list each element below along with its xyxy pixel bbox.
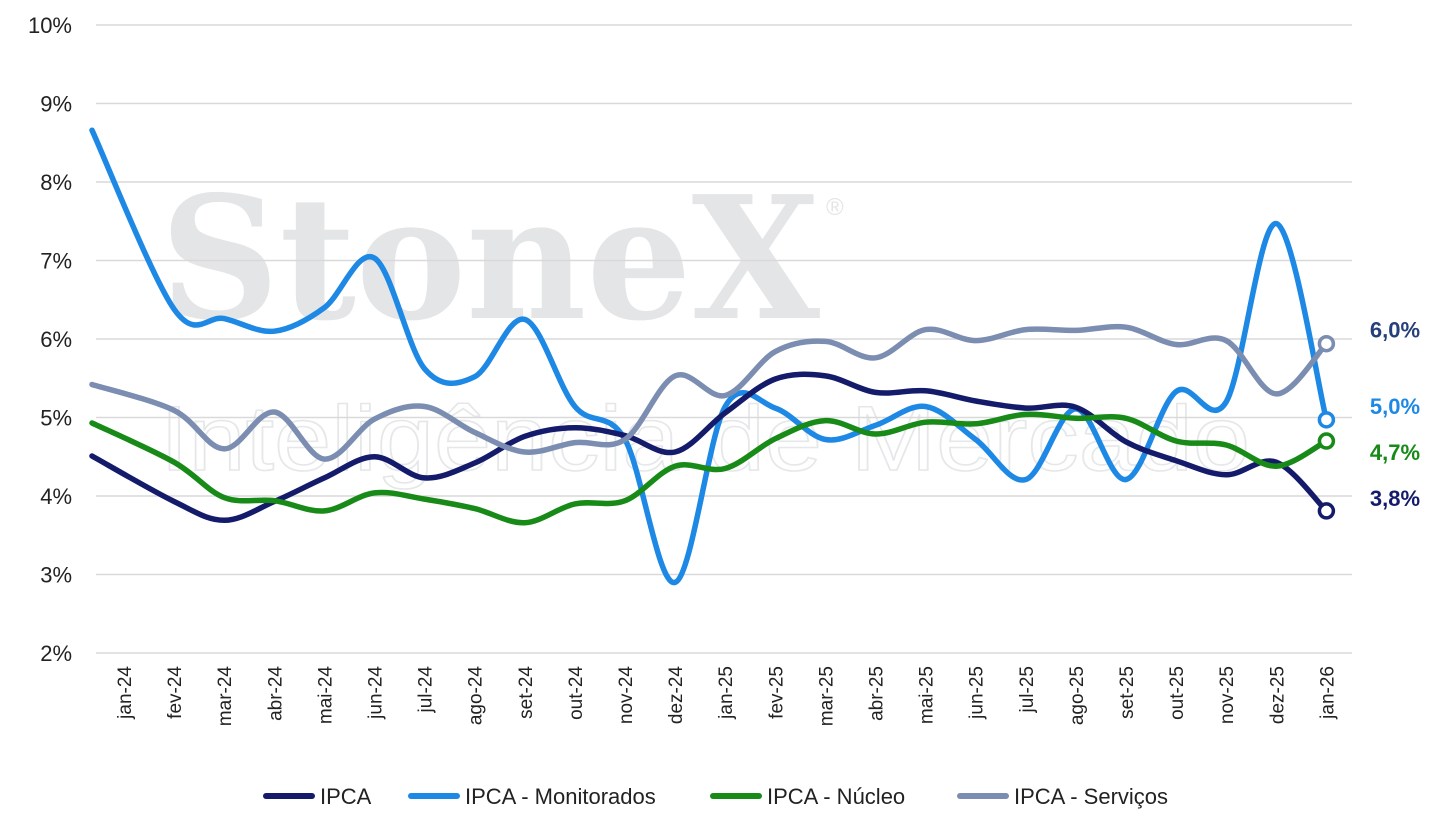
x-tick-label: fev-24 (165, 666, 186, 719)
legend: IPCA IPCA - Monitorados IPCA - Núcleo IPCA … (263, 784, 1168, 809)
legend-label: IPCA - Serviços (1014, 784, 1168, 809)
x-tick-label: set-25 (1117, 666, 1138, 719)
x-tick-label: jul-24 (416, 666, 437, 714)
series-lines (89, 127, 1336, 586)
y-tick-label: 4% (40, 484, 72, 509)
y-tick-label: 6% (40, 327, 72, 352)
x-tick-label: jan-24 (115, 666, 136, 720)
x-tick-label: jan-26 (1317, 666, 1338, 720)
grid (96, 24, 1352, 654)
y-tick-label: 5% (40, 406, 72, 431)
x-tick-label: jun-24 (366, 666, 387, 720)
x-tick-label: ago-24 (466, 666, 487, 726)
watermark-brand: StoneX (160, 159, 820, 359)
series-line-0 (89, 371, 1330, 524)
x-tick-label: fev-25 (766, 666, 787, 719)
series-end-marker-2 (1317, 432, 1336, 450)
end-labels: 6,0% 5,0% 4,7% 3,8% (1370, 318, 1420, 511)
y-tick-label: 3% (40, 563, 72, 588)
x-tick-label: mai-25 (917, 666, 938, 724)
series-line-3 (89, 323, 1330, 462)
watermark-registered-mark: ® (826, 194, 844, 221)
series-end-marker-3 (1317, 334, 1336, 353)
x-tick-label: dez-24 (666, 666, 687, 725)
legend-label: IPCA (320, 784, 372, 809)
x-tick-label: out-25 (1167, 666, 1188, 720)
y-tick-label: 10% (28, 13, 72, 38)
y-tick-label: 7% (40, 249, 72, 274)
y-tick-label: 9% (40, 92, 72, 117)
y-axis: 2% 3% 4% 5% 6% 7% 8% 9% 10% (28, 13, 72, 666)
x-tick-label: nov-24 (616, 666, 637, 725)
x-tick-label: mar-25 (816, 666, 837, 726)
x-tick-label: nov-25 (1217, 666, 1238, 724)
x-tick-label: jan-25 (716, 666, 737, 720)
watermark: StoneX ® Inteligência de Mercado (159, 159, 1251, 491)
series-end-marker-1 (1317, 411, 1336, 429)
series-end-label: 4,7% (1370, 440, 1420, 465)
x-tick-label: mai-24 (315, 666, 336, 725)
series-end-marker-0 (1317, 502, 1336, 520)
x-tick-label: jun-25 (967, 666, 988, 720)
x-axis: jan-24 fev-24 mar-24 abr-24 mai-24 jun-24 jul-… (115, 666, 1338, 727)
y-tick-label: 8% (40, 170, 72, 195)
legend-label: IPCA - Núcleo (767, 784, 905, 809)
y-tick-label: 2% (40, 641, 72, 666)
series-end-label: 5,0% (1370, 394, 1420, 419)
series-end-label: 3,8% (1370, 486, 1420, 511)
x-tick-label: mar-24 (215, 666, 236, 727)
series-line-2 (89, 411, 1330, 526)
legend-label: IPCA - Monitorados (465, 784, 656, 809)
x-tick-label: abr-25 (867, 666, 888, 721)
x-tick-label: out-24 (566, 666, 587, 720)
x-tick-label: abr-24 (265, 666, 286, 721)
x-tick-label: set-24 (516, 666, 537, 719)
x-tick-label: dez-25 (1267, 666, 1288, 724)
x-tick-label: ago-25 (1067, 666, 1088, 725)
series-end-label: 6,0% (1370, 318, 1420, 343)
x-tick-label: jul-25 (1017, 666, 1038, 713)
